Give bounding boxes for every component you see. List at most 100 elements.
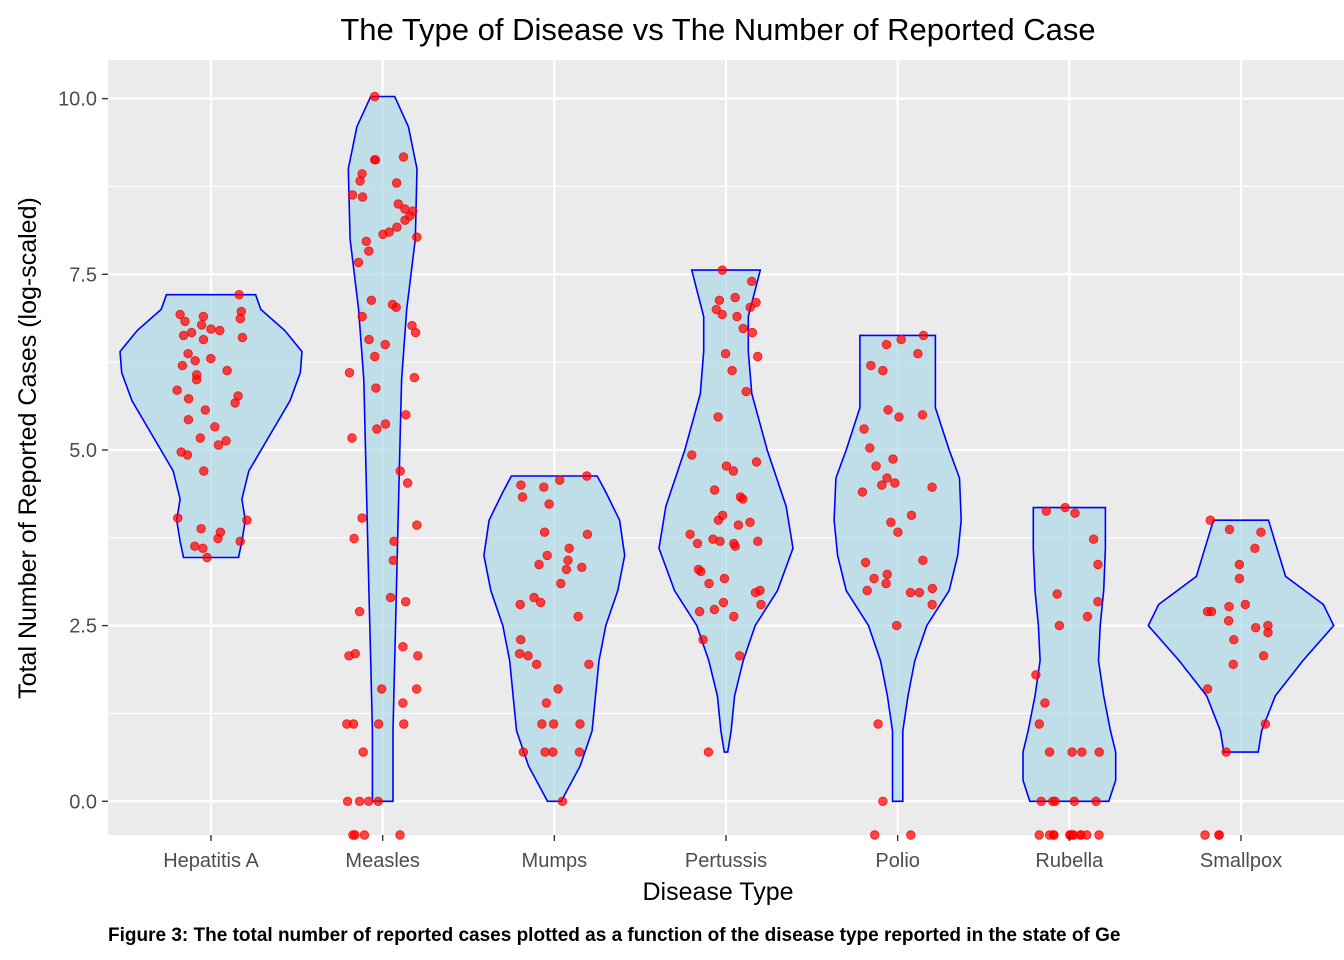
data-point (544, 499, 554, 509)
violin-polio (833, 334, 963, 803)
data-point (202, 552, 212, 563)
data-point (718, 597, 729, 608)
violin-pertussis (658, 269, 794, 753)
data-point (886, 517, 896, 528)
data-point (720, 349, 731, 359)
data-point (870, 830, 880, 840)
data-point (857, 487, 868, 497)
chart-title: The Type of Disease vs The Number of Rep… (340, 12, 1095, 47)
data-point (523, 651, 533, 661)
data-point (714, 295, 725, 306)
data-point (531, 659, 542, 670)
data-point (747, 276, 757, 287)
data-point (685, 529, 695, 540)
data-point (918, 555, 928, 566)
data-point (354, 796, 365, 807)
data-point (1260, 719, 1271, 729)
data-point (888, 454, 898, 464)
data-point (719, 573, 730, 584)
data-point (1228, 659, 1238, 670)
data-point (198, 311, 209, 322)
data-point (1258, 651, 1269, 661)
data-points (172, 91, 1273, 840)
data-point (342, 719, 352, 729)
data-point (516, 635, 526, 645)
data-point (370, 155, 380, 165)
data-point (182, 450, 193, 460)
data-point (200, 405, 211, 415)
data-point (717, 265, 728, 275)
data-point (564, 543, 574, 554)
data-point (1234, 573, 1245, 584)
data-point (575, 719, 585, 729)
data-point (906, 830, 916, 840)
data-point (395, 830, 405, 840)
data-point (735, 651, 745, 661)
data-point (371, 383, 381, 393)
data-point (372, 424, 382, 434)
data-point (687, 450, 697, 460)
data-point (692, 538, 703, 549)
data-point (1044, 747, 1055, 757)
data-point (753, 536, 763, 547)
data-point (401, 597, 411, 607)
data-point (1205, 515, 1216, 525)
data-point (745, 517, 755, 528)
data-point (1256, 527, 1266, 537)
data-point (535, 597, 546, 608)
data-point (729, 611, 739, 622)
data-point (1200, 830, 1210, 840)
data-point (370, 91, 380, 102)
data-point (728, 466, 739, 476)
data-point (713, 515, 724, 525)
data-point (222, 365, 232, 376)
y-tick-label: 5.0 (69, 440, 97, 462)
data-point (359, 830, 370, 840)
data-point (709, 604, 720, 615)
data-point (584, 659, 594, 670)
data-point (1048, 796, 1058, 807)
data-point (694, 606, 705, 617)
data-point (242, 515, 252, 525)
data-point (730, 292, 740, 303)
data-point (556, 578, 566, 589)
data-point (1065, 830, 1076, 840)
data-point (357, 192, 368, 202)
data-point (1060, 502, 1070, 513)
data-point (717, 309, 727, 320)
data-point (516, 480, 526, 490)
data-point (1049, 830, 1059, 840)
data-point (893, 527, 903, 537)
data-point (1224, 524, 1235, 535)
data-point (871, 461, 881, 471)
data-point (186, 327, 197, 338)
data-point (412, 520, 422, 530)
data-point (172, 385, 182, 395)
data-point (349, 533, 359, 544)
data-point (906, 510, 917, 521)
data-point (344, 651, 354, 661)
data-point (401, 410, 411, 420)
data-point (350, 830, 360, 840)
data-point (882, 569, 892, 580)
x-tick-label: Smallpox (1200, 850, 1282, 872)
data-point (548, 719, 559, 729)
data-point (557, 796, 568, 807)
data-point (582, 529, 593, 540)
data-point (711, 304, 722, 315)
x-tick-label: Pertussis (685, 850, 767, 872)
data-point (353, 257, 364, 268)
data-point (392, 222, 402, 232)
data-point (860, 557, 871, 568)
data-point (198, 543, 208, 554)
data-point (398, 152, 409, 162)
data-point (896, 334, 906, 345)
violins (119, 95, 1335, 803)
data-point (865, 443, 875, 453)
data-point (402, 478, 413, 488)
data-point (1223, 616, 1234, 626)
data-point (1041, 506, 1052, 516)
data-point (183, 415, 194, 425)
data-point (882, 473, 892, 483)
data-point (393, 199, 404, 209)
